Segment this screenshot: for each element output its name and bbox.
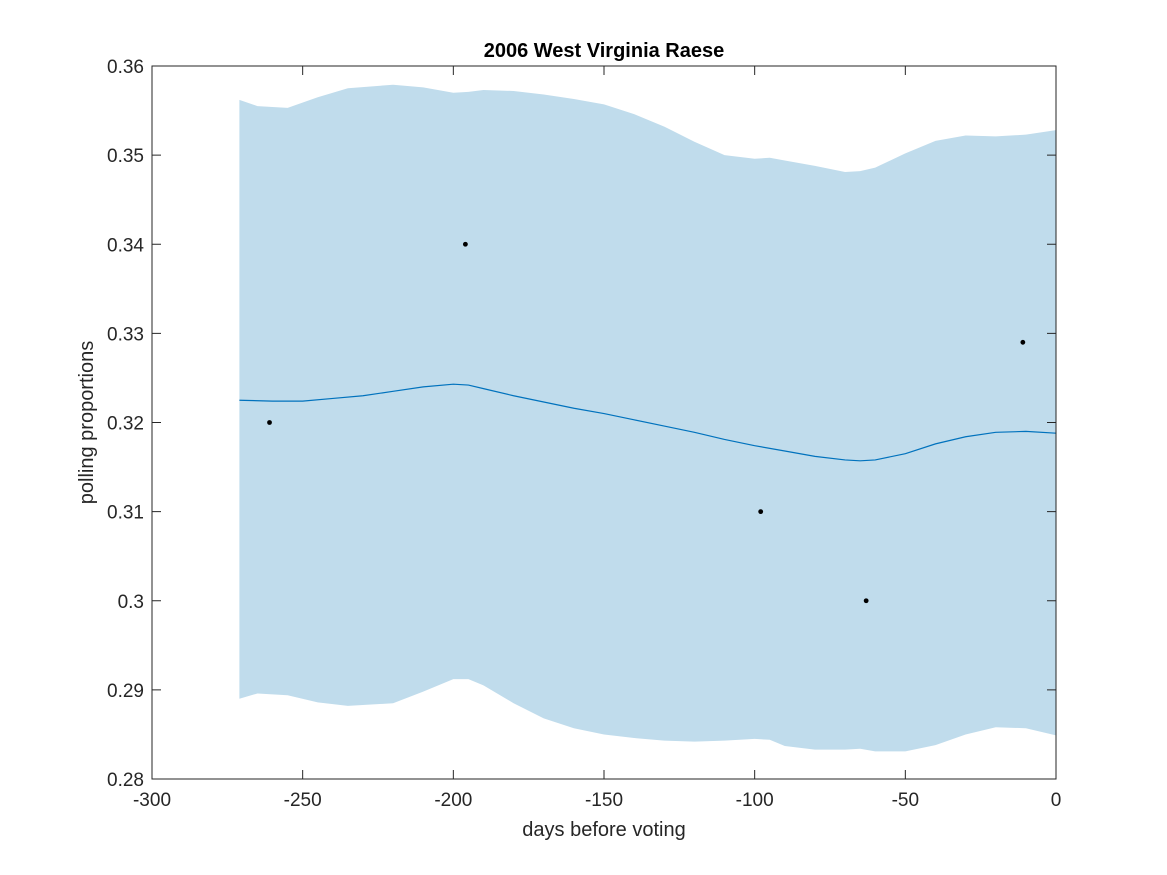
- y-tick-label: 0.36: [107, 57, 144, 78]
- x-axis-title: days before voting: [522, 819, 685, 841]
- x-tick-label: -150: [585, 790, 623, 811]
- poll-point: [267, 420, 272, 425]
- poll-point: [863, 598, 869, 604]
- y-tick-label: 0.3: [118, 592, 144, 613]
- y-tick-label: 0.33: [107, 324, 144, 345]
- series-group: [239, 84, 1057, 752]
- poll-point: [1020, 339, 1026, 345]
- x-tick-label: -300: [133, 790, 171, 811]
- y-tick-label: 0.32: [107, 414, 144, 435]
- chart-title: 2006 West Virginia Raese: [484, 40, 725, 62]
- x-tick-label: -250: [284, 790, 322, 811]
- x-tick-label: -100: [736, 790, 774, 811]
- trend-line: [239, 383, 1057, 462]
- y-tick-label: 0.34: [107, 235, 144, 256]
- x-tick-label: -200: [434, 790, 472, 811]
- x-tick-label: -50: [892, 790, 919, 811]
- y-tick-label: 0.28: [107, 770, 144, 791]
- y-tick-label: 0.31: [107, 503, 144, 524]
- y-axis-title: polling proportions: [76, 341, 98, 504]
- poll-point: [462, 241, 468, 247]
- x-tick-label: 0: [1051, 790, 1062, 811]
- y-tick-label: 0.29: [107, 681, 144, 702]
- y-tick-label: 0.35: [107, 146, 144, 167]
- poll-point: [758, 509, 764, 515]
- confidence-band: [239, 84, 1056, 752]
